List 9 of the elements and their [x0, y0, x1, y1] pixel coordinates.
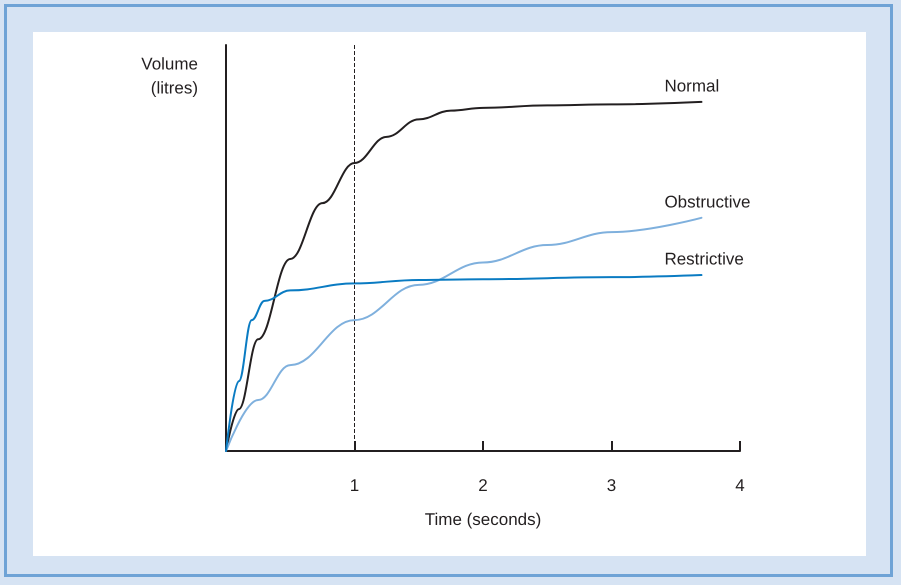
series-label: Normal [664, 76, 720, 96]
y-axis-title: Volume (litres) [141, 54, 198, 98]
x-tick-label: 1 [350, 476, 360, 495]
series-label: Obstructive [664, 192, 750, 212]
series-label: Restrictive [664, 250, 744, 269]
x-tick-label: 2 [478, 476, 488, 495]
x-axis-title: Time (seconds) [424, 510, 542, 529]
x-tick-label: 3 [606, 476, 616, 495]
x-tick-label: 4 [735, 476, 745, 495]
